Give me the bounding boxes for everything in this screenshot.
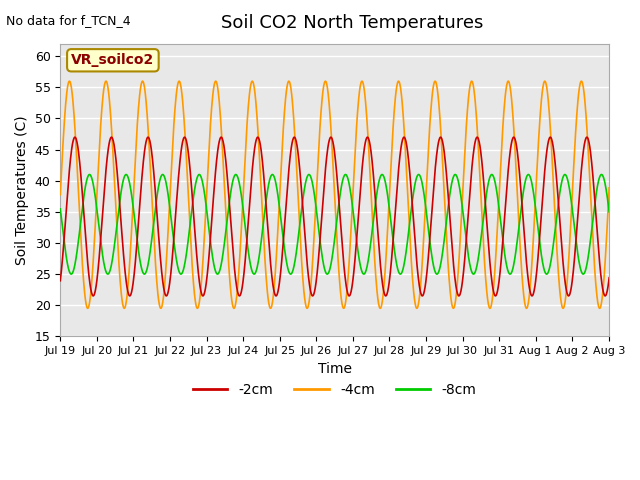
Legend: -2cm, -4cm, -8cm: -2cm, -4cm, -8cm	[188, 377, 482, 403]
Text: VR_soilco2: VR_soilco2	[71, 53, 154, 67]
Text: No data for f_TCN_4: No data for f_TCN_4	[6, 14, 131, 27]
Text: Soil CO2 North Temperatures: Soil CO2 North Temperatures	[221, 14, 483, 33]
X-axis label: Time: Time	[317, 361, 351, 376]
Y-axis label: Soil Temperatures (C): Soil Temperatures (C)	[15, 115, 29, 265]
